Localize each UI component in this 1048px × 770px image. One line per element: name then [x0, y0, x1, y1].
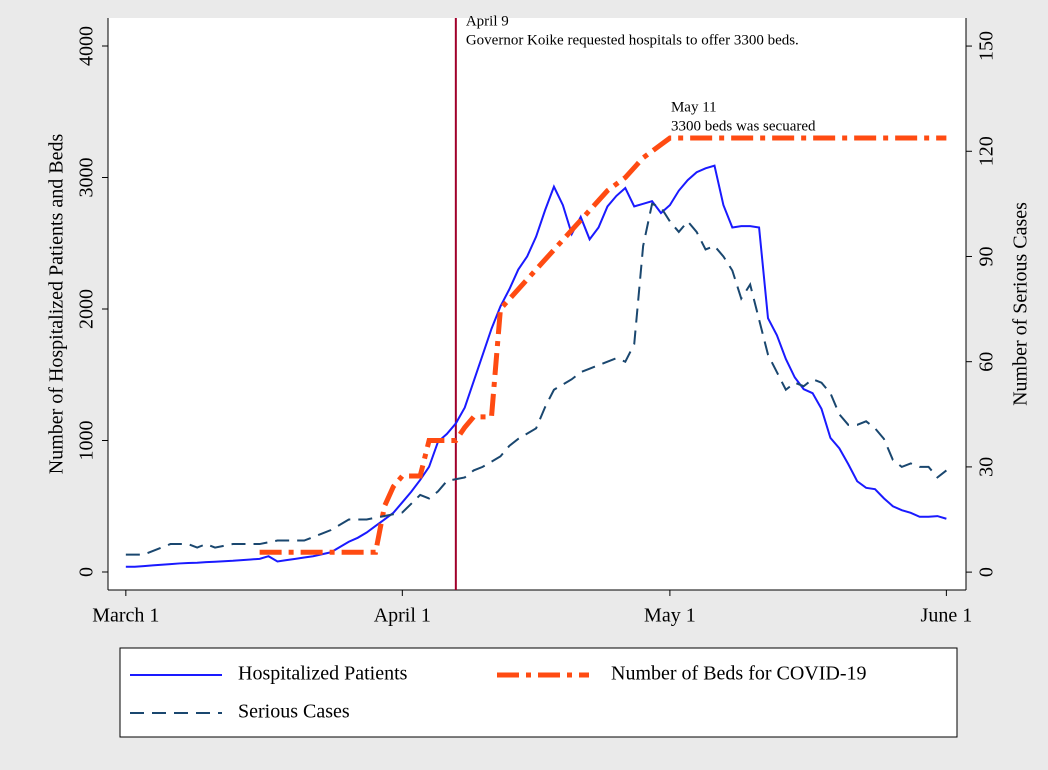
y2-tick-label: 150	[976, 31, 998, 61]
x-tick-label: March 1	[92, 605, 159, 627]
annotation: April 9	[466, 13, 509, 29]
y-tick-label: 2000	[76, 289, 98, 329]
annotation: Governor Koike requested hospitals to of…	[466, 32, 799, 48]
legend-label: Hospitalized Patients	[238, 663, 408, 685]
y2-tick-label: 120	[976, 136, 998, 166]
data-line	[259, 135, 947, 555]
y2-tick-label: 30	[976, 457, 998, 477]
y2-tick-label: 0	[976, 567, 998, 577]
x-tick-label: May 1	[644, 605, 696, 627]
data-line	[125, 164, 947, 568]
y-tick-label: 4000	[76, 26, 98, 66]
legend-box	[119, 647, 958, 738]
annotation: May 11	[671, 99, 717, 115]
y2-axis-title: Number of Serious Cases	[1010, 202, 1032, 406]
y-axis-title: Number of Hospitalized Patients and Beds	[46, 134, 68, 475]
plot-area	[108, 18, 966, 590]
y-tick-label: 3000	[76, 158, 98, 198]
y2-tick-label: 60	[976, 352, 998, 372]
y2-tick-label: 90	[976, 246, 998, 266]
data-line	[125, 202, 947, 556]
x-tick-label: April 1	[374, 605, 431, 627]
legend-label: Serious Cases	[238, 701, 350, 723]
annotation: 3300 beds was secuared	[671, 118, 816, 134]
y-tick-label: 1000	[76, 420, 98, 460]
x-tick-label: June 1	[921, 605, 973, 627]
legend-label: Number of Beds for COVID-19	[611, 663, 867, 685]
y-tick-label: 0	[76, 567, 98, 577]
